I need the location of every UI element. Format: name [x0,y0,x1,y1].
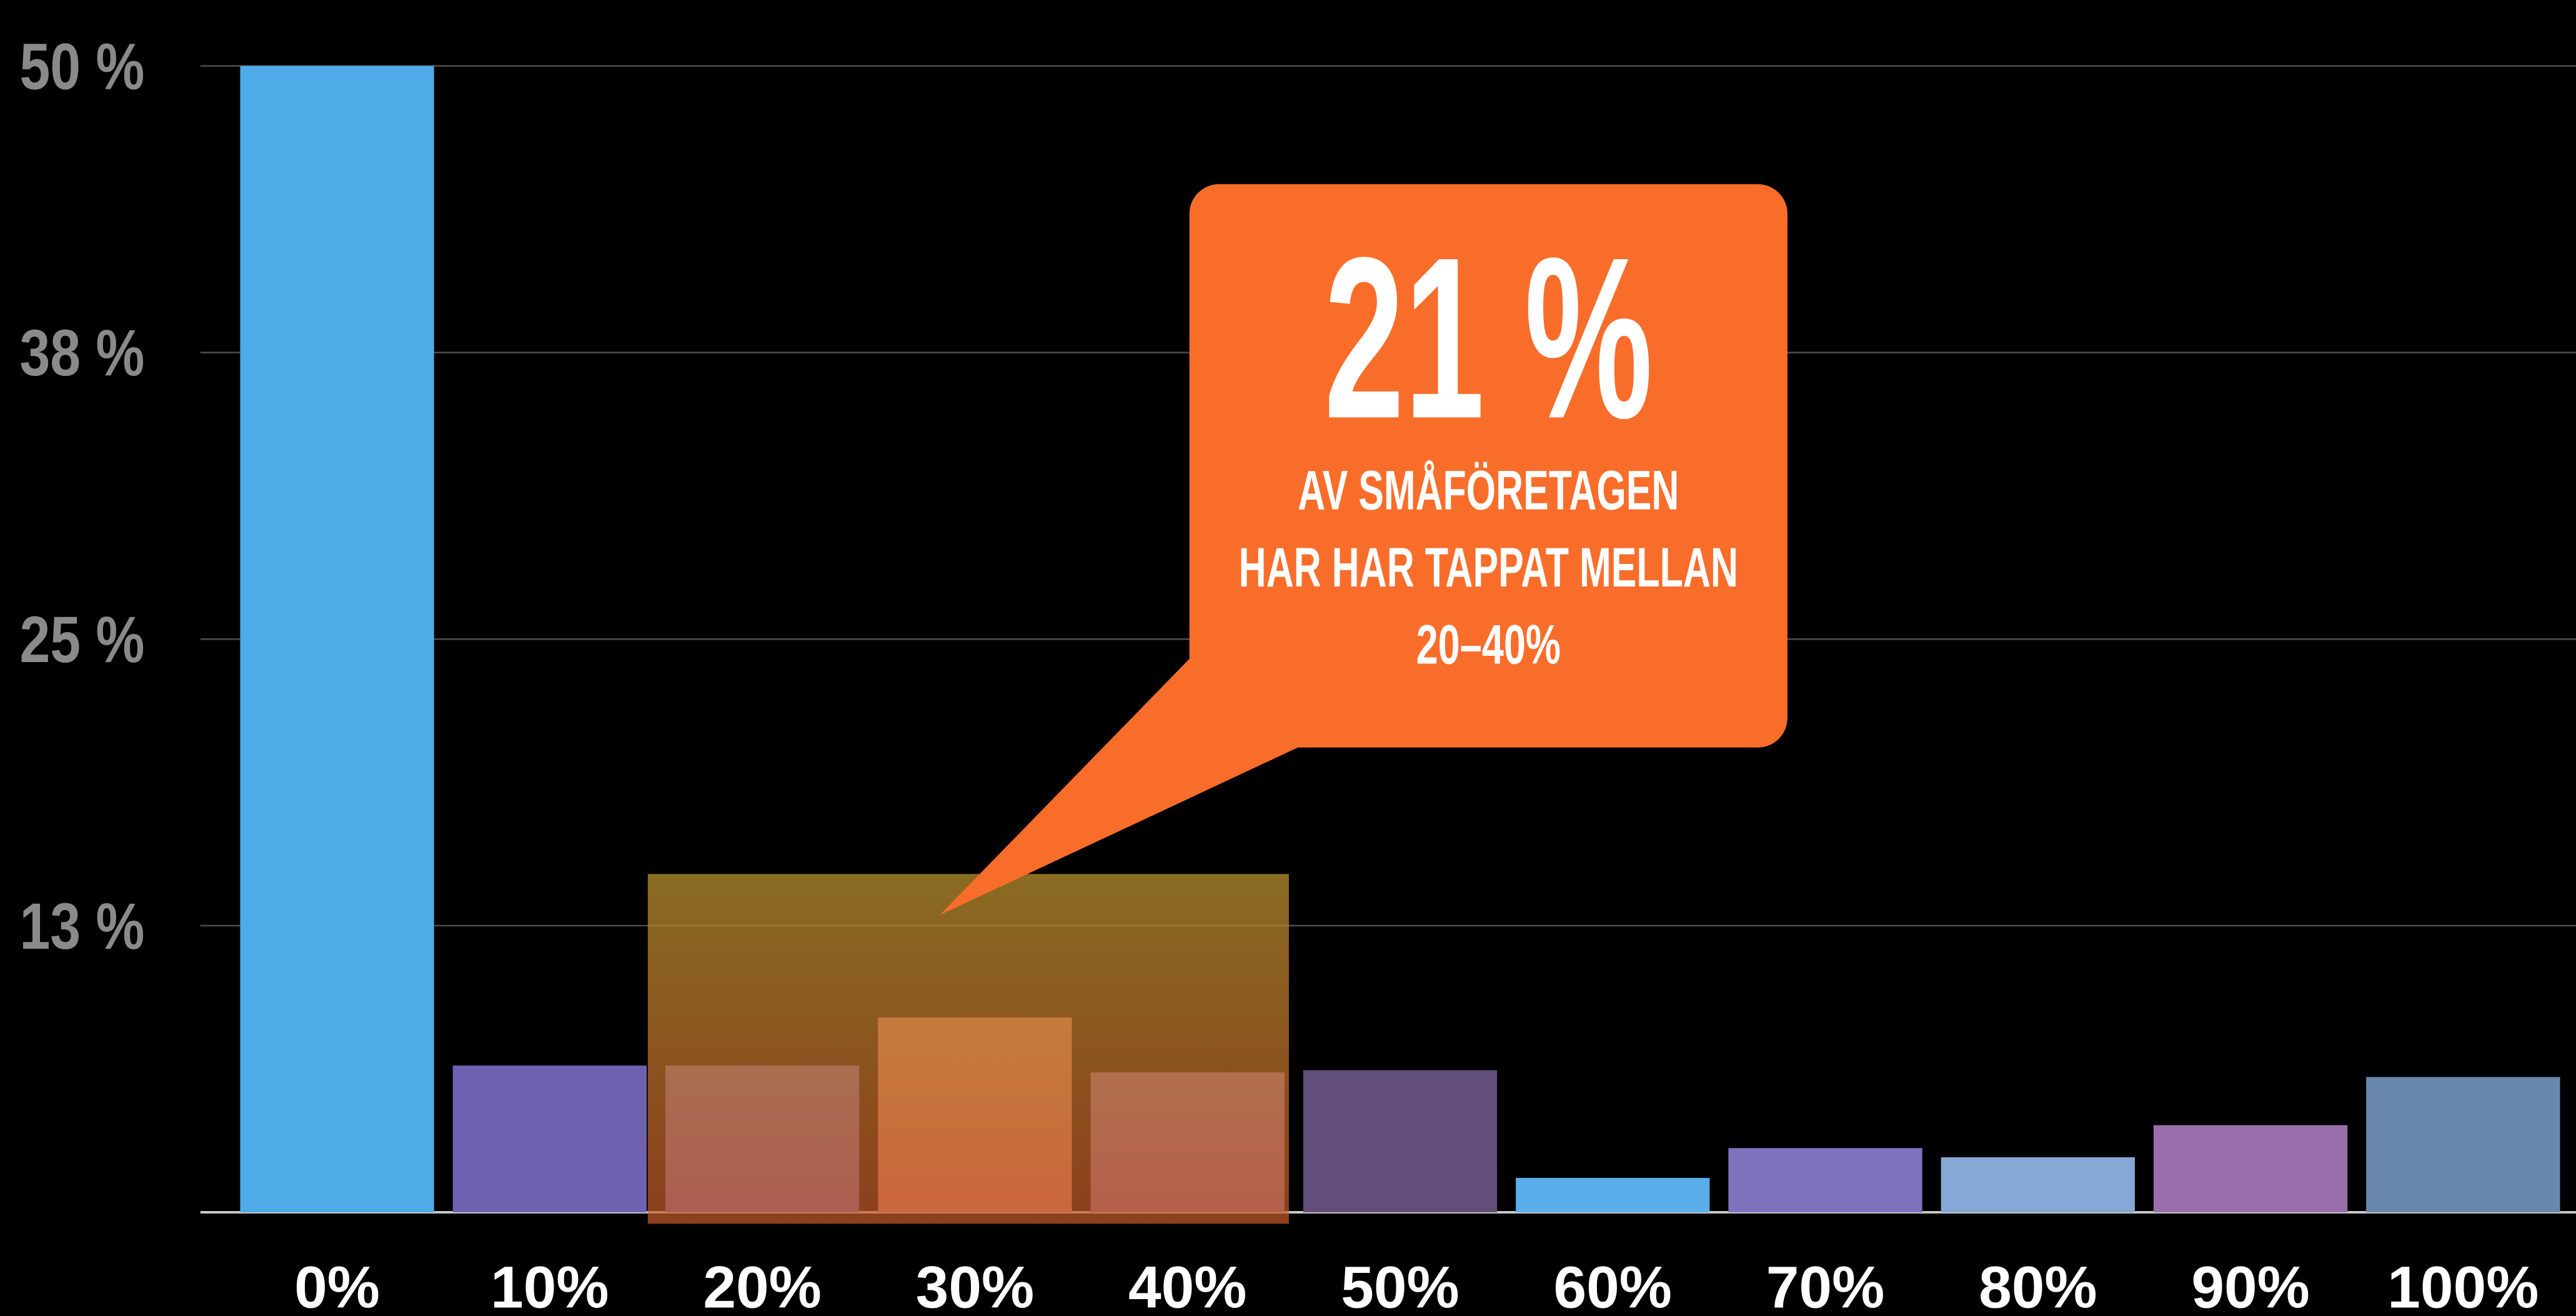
y-tick-label: 50 % [20,30,145,103]
bar [2153,1125,2348,1212]
y-tick-label: 13 % [20,890,145,963]
bar [1728,1148,1922,1212]
x-tick-label: 40% [1128,1254,1246,1316]
x-tick-label: 60% [1554,1254,1672,1316]
callout-box [1189,184,1788,748]
x-tick-label: 70% [1766,1254,1884,1316]
callout-text: AV SMÅFÖRETAGEN [1298,459,1679,522]
x-tick-label: 50% [1341,1254,1459,1316]
x-tick-label: 20% [703,1254,821,1316]
x-tick-label: 0% [294,1254,380,1316]
x-tick-label: 30% [916,1254,1034,1316]
bar [1303,1070,1498,1212]
bar [240,66,434,1212]
highlight-overlay [647,874,1289,1224]
y-tick-label: 25 % [20,603,145,676]
x-tick-label: 10% [490,1254,609,1316]
bar [2366,1077,2560,1212]
x-tick-label: 90% [2191,1254,2309,1316]
bar [1516,1177,1710,1212]
x-tick-label: 100% [2387,1254,2539,1316]
callout-text: HAR HAR TAPPAT MELLAN [1239,536,1738,598]
y-tick-label: 38 % [20,317,145,390]
callout-headline: 21 % [1324,210,1653,467]
x-tick-label: 80% [1979,1254,2097,1316]
bar [1941,1157,2135,1212]
callout-text: 20–40% [1416,613,1561,676]
bar [452,1066,647,1212]
